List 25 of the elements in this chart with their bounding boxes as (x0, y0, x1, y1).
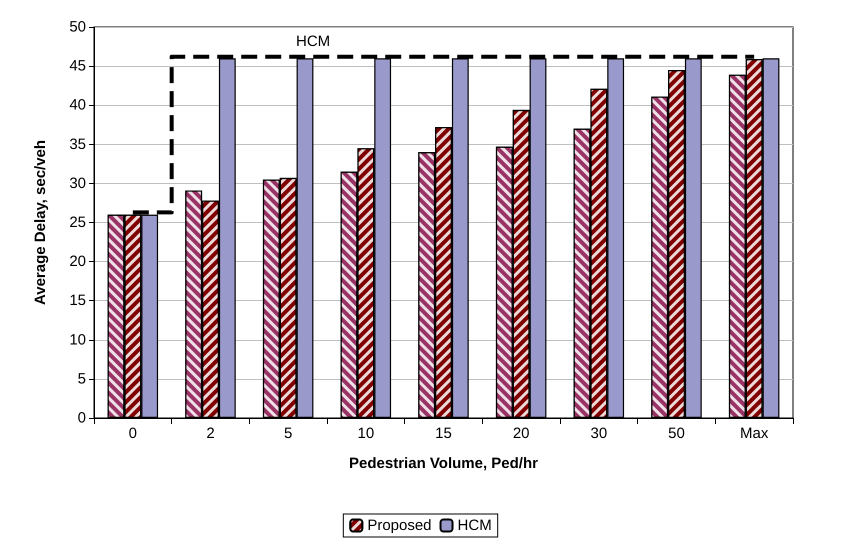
x-tick-label: 15 (435, 425, 452, 442)
x-tick-label: 0 (128, 425, 138, 442)
annotation: HCM (296, 33, 330, 50)
x-tick-label: 5 (284, 425, 292, 442)
y-tick-label: 0 (78, 410, 86, 426)
x-tick-label: 2 (206, 425, 215, 442)
x-tick-label: 30 (590, 425, 608, 442)
x-axis-title: Pedestrian Volume, Ped/hr (349, 455, 538, 472)
x-tick-label: Max (740, 425, 769, 442)
y-tick-label: 25 (69, 214, 86, 231)
y-tick-label: 30 (69, 174, 86, 192)
y-axis-title: Average Delay, sec/veh (32, 140, 49, 306)
y-tick-label: 50 (69, 18, 86, 36)
y-tick-label: 40 (69, 96, 86, 114)
y-tick-label: 45 (69, 58, 86, 75)
y-tick-label: 20 (69, 253, 86, 270)
x-tick-label: 20 (512, 425, 530, 442)
legend-label: HCM (458, 517, 492, 534)
x-tick-label: 10 (357, 425, 374, 442)
y-tick-label: 10 (69, 331, 86, 348)
legend-label: Proposed (367, 517, 432, 534)
y-tick-label: 5 (78, 370, 86, 388)
y-tick-label: 35 (69, 136, 86, 153)
y-tick-label: 15 (69, 292, 86, 310)
x-tick-label: 50 (668, 425, 685, 442)
